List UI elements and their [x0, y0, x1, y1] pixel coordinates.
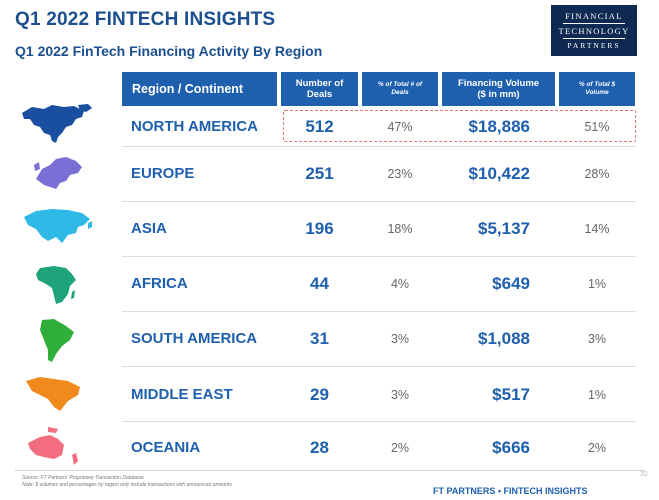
- pct-deals-europe: 23%: [387, 167, 413, 181]
- greenland-shape: [78, 104, 92, 112]
- column-header-pct-deals-line2: Deals: [391, 89, 409, 96]
- logo-rule: [563, 22, 625, 24]
- region-name-africa: AFRICA: [131, 275, 188, 292]
- logo-line-2: TECHNOLOGY: [558, 25, 630, 36]
- uk-shape: [34, 162, 40, 171]
- volume-africa: $649: [492, 274, 530, 293]
- deals-europe: 251: [305, 164, 334, 183]
- column-header-deals: Number of Deals: [281, 72, 358, 106]
- pct-volume-africa: 1%: [587, 277, 607, 291]
- region-name-middle-east: MIDDLE EAST: [131, 386, 233, 403]
- north-america-highlight-box: [283, 110, 636, 142]
- row-divider: [122, 201, 636, 202]
- deals-asia: 196: [305, 219, 334, 238]
- column-header-volume-line2: ($ in mm): [477, 89, 520, 100]
- australia-shape: [28, 435, 64, 459]
- page-title: Q1 2022 FINTECH INSIGHTS: [15, 9, 276, 30]
- north-america-map-icon: [22, 104, 92, 143]
- africa-map-icon: [36, 266, 76, 304]
- volume-asia: $5,137: [478, 219, 530, 238]
- deals-africa: 44: [310, 274, 329, 293]
- column-header-pct-volume-line1: % of Total $: [578, 81, 616, 88]
- column-header-volume: Financing Volume ($ in mm): [442, 72, 555, 106]
- asia-map-icon: [24, 209, 92, 243]
- region-name-north-america: NORTH AMERICA: [131, 118, 258, 135]
- region-name-europe: EUROPE: [131, 165, 195, 182]
- pct-volume-europe: 28%: [584, 167, 610, 181]
- south-america-map-icon: [40, 319, 74, 362]
- row-divider: [122, 146, 636, 147]
- south-america-shape: [40, 319, 74, 362]
- pct-deals-middle-east: 3%: [390, 388, 410, 402]
- new-guinea-shape: [48, 427, 58, 433]
- row-divider: [122, 311, 636, 312]
- north-america-shape: [22, 105, 84, 143]
- new-zealand-shape: [72, 453, 78, 465]
- deals-oceania: 28: [310, 438, 329, 457]
- pct-volume-north-america: 51%: [584, 120, 610, 134]
- source-footnote: Source: FT Partners' Proprietary Transac…: [22, 475, 144, 481]
- deals-middle-east: 29: [310, 385, 329, 404]
- middle-east-map-icon: [26, 377, 80, 411]
- pct-deals-south-america: 3%: [390, 332, 410, 346]
- column-header-region-label: Region / Continent: [132, 82, 244, 96]
- europe-map-icon: [34, 157, 82, 189]
- column-header-region: Region / Continent: [122, 72, 277, 106]
- europe-shape: [36, 157, 82, 189]
- volume-oceania: $666: [492, 438, 530, 457]
- page-subtitle: Q1 2022 FinTech Financing Activity By Re…: [15, 43, 323, 59]
- middle-east-shape: [26, 377, 80, 411]
- region-name-asia: ASIA: [131, 220, 167, 237]
- pct-volume-middle-east: 1%: [587, 388, 607, 402]
- region-name-oceania: OCEANIA: [131, 439, 201, 456]
- ft-partners-logo: FINANCIAL TECHNOLOGY PARTNERS: [551, 5, 637, 56]
- deals-south-america: 31: [310, 329, 329, 348]
- column-header-deals-line2: Deals: [306, 89, 333, 100]
- page-number: 32: [640, 471, 648, 478]
- row-divider: [122, 366, 636, 367]
- pct-deals-oceania: 2%: [390, 441, 410, 455]
- pct-volume-oceania: 2%: [587, 441, 607, 455]
- pct-deals-asia: 18%: [387, 222, 413, 236]
- deals-north-america: 512: [305, 117, 334, 136]
- note-footnote: Note: $ volumes and percentages by regio…: [22, 482, 232, 488]
- asia-shape: [24, 209, 90, 243]
- oceania-map-icon: [28, 427, 78, 465]
- column-header-pct-volume-line2: Volume: [585, 89, 609, 96]
- pct-deals-north-america: 47%: [387, 120, 413, 134]
- madagascar-shape: [71, 290, 75, 299]
- column-header-pct-deals-line1: % of Total # of: [377, 81, 423, 88]
- logo-line-1: FINANCIAL: [565, 10, 623, 21]
- row-divider: [122, 421, 636, 422]
- japan-shape: [88, 221, 92, 229]
- brand-footer: FT PARTNERS • FINTECH INSIGHTS: [433, 486, 588, 496]
- volume-europe: $10,422: [468, 164, 530, 183]
- pct-volume-south-america: 3%: [587, 332, 607, 346]
- pct-volume-asia: 14%: [584, 222, 610, 236]
- volume-middle-east: $517: [492, 385, 530, 404]
- logo-rule: [563, 37, 625, 39]
- column-header-pct-deals: % of Total # of Deals: [362, 72, 438, 106]
- region-name-south-america: SOUTH AMERICA: [131, 330, 258, 347]
- column-header-deals-line1: Number of: [295, 78, 344, 89]
- column-header-volume-line1: Financing Volume: [457, 78, 540, 89]
- footer-divider: [15, 470, 645, 471]
- logo-line-3: PARTNERS: [567, 40, 621, 50]
- volume-south-america: $1,088: [478, 329, 530, 348]
- volume-north-america: $18,886: [468, 117, 530, 136]
- column-header-pct-volume: % of Total $ Volume: [559, 72, 635, 106]
- africa-shape: [36, 266, 76, 304]
- pct-deals-africa: 4%: [390, 277, 410, 291]
- row-divider: [122, 256, 636, 257]
